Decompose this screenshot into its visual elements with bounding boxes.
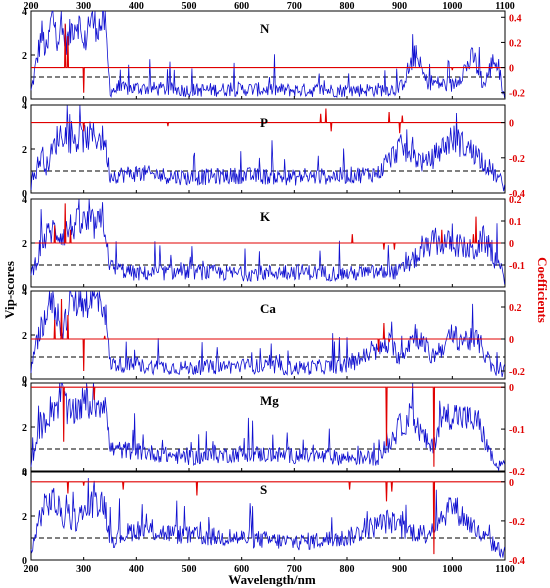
left-tick-label: 2: [22, 51, 27, 62]
vip-score-line: [30, 11, 505, 99]
coefficient-line: [31, 108, 505, 134]
x-tick-label-top: 200: [24, 1, 39, 12]
x-tick-label: 200: [24, 564, 39, 575]
x-tick-label-top: 300: [76, 1, 91, 12]
right-y-axis-label: Coefficients: [535, 257, 550, 323]
panel-mg: Mg 0 2 4 -0.2 -0.1 0: [22, 379, 525, 478]
right-tick-label: -0.4: [509, 556, 525, 567]
left-tick-label: 4: [22, 7, 27, 18]
right-tick-label: 0: [509, 478, 514, 489]
coefficient-line: [31, 203, 505, 250]
coefficient-line: [31, 481, 505, 555]
vip-score-line: [30, 383, 505, 471]
panel-n: N 0 2 4 -0.2 0 0.2 0.4: [22, 7, 525, 106]
right-tick-label: -0.1: [509, 425, 525, 436]
right-tick-label: 0.4: [509, 13, 522, 24]
panel-ca: Ca 0 2 4 -0.2 0 0.2: [22, 287, 525, 386]
coefficient-line: [31, 23, 505, 93]
panel-title: K: [260, 209, 271, 224]
panel-title: Ca: [260, 301, 276, 316]
left-tick-label: 4: [22, 379, 27, 390]
left-tick-label: 4: [22, 195, 27, 206]
coefficient-line: [31, 298, 505, 372]
left-tick-label: 0: [22, 189, 27, 200]
right-tick-label: -0.2: [509, 517, 525, 528]
right-tick-label: -0.2: [509, 467, 525, 478]
right-tick-label: -0.2: [509, 367, 525, 378]
panel-title: S: [260, 482, 267, 497]
x-tick-label: 300: [76, 564, 91, 575]
right-tick-label: 0.2: [509, 195, 522, 206]
x-tick-label-top: 1100: [495, 1, 514, 12]
x-tick-label: 800: [340, 564, 355, 575]
left-tick-label: 0: [22, 375, 27, 386]
panel-title: P: [260, 115, 268, 130]
x-tick-label-top: 800: [340, 1, 355, 12]
right-tick-label: -0.1: [509, 261, 525, 272]
x-tick-label-top: 700: [287, 1, 302, 12]
x-tick-label-top: 400: [129, 1, 144, 12]
left-tick-label: 2: [22, 145, 27, 156]
x-tick-label: 900: [392, 564, 407, 575]
left-tick-label: 2: [22, 423, 27, 434]
right-tick-label: -0.2: [509, 89, 525, 100]
left-tick-label: 2: [22, 512, 27, 523]
right-tick-label: 0.2: [509, 38, 522, 49]
panel-k: K 0 2 4 -0.1 0 0.1 0.2: [22, 195, 525, 294]
x-axis: 2002003003004004005005006006007007008008…: [24, 1, 515, 575]
panel-p: P 0 2 4 -0.4 -0.2 0: [22, 101, 525, 200]
right-tick-label: 0.2: [509, 303, 522, 314]
x-tick-label: 1000: [442, 564, 462, 575]
right-tick-label: 0: [509, 335, 514, 346]
x-tick-label-top: 900: [392, 1, 407, 12]
left-tick-label: 0: [22, 95, 27, 106]
left-tick-label: 0: [22, 283, 27, 294]
right-tick-label: 0: [509, 119, 514, 130]
right-tick-label: 0: [509, 64, 514, 75]
left-tick-label: 0: [22, 467, 27, 478]
left-tick-label: 0: [22, 556, 27, 567]
x-tick-label: 400: [129, 564, 144, 575]
panel-title: N: [260, 21, 270, 36]
left-tick-label: 4: [22, 287, 27, 298]
left-tick-label: 2: [22, 331, 27, 342]
vip-score-line: [30, 291, 505, 377]
vip-score-line: [30, 477, 505, 559]
right-tick-label: -0.2: [509, 154, 525, 165]
left-tick-label: 2: [22, 239, 27, 250]
panel-title: Mg: [260, 393, 279, 408]
left-y-axis-label: Vip-scores: [2, 261, 17, 319]
vip-score-line: [30, 199, 505, 285]
panels-group: N024-0.200.20.4P024-0.4-0.20K024-0.100.1…: [22, 7, 525, 567]
x-tick-label: 500: [182, 564, 197, 575]
x-axis-label: Wavelength/nm: [228, 572, 316, 587]
coefficient-line: [31, 386, 505, 467]
right-tick-label: 0: [509, 383, 514, 394]
right-tick-label: 0.1: [509, 217, 522, 228]
x-tick-label: 1100: [495, 564, 514, 575]
left-tick-label: 4: [22, 468, 27, 479]
x-tick-label: 600: [234, 564, 249, 575]
x-tick-label: 700: [287, 564, 302, 575]
x-tick-label-top: 1000: [442, 1, 462, 12]
right-tick-label: -0.4: [509, 189, 525, 200]
vip-score-line: [30, 105, 505, 193]
x-tick-label-top: 600: [234, 1, 249, 12]
left-tick-label: 4: [22, 101, 27, 112]
right-tick-label: 0: [509, 239, 514, 250]
x-tick-label-top: 500: [182, 1, 197, 12]
